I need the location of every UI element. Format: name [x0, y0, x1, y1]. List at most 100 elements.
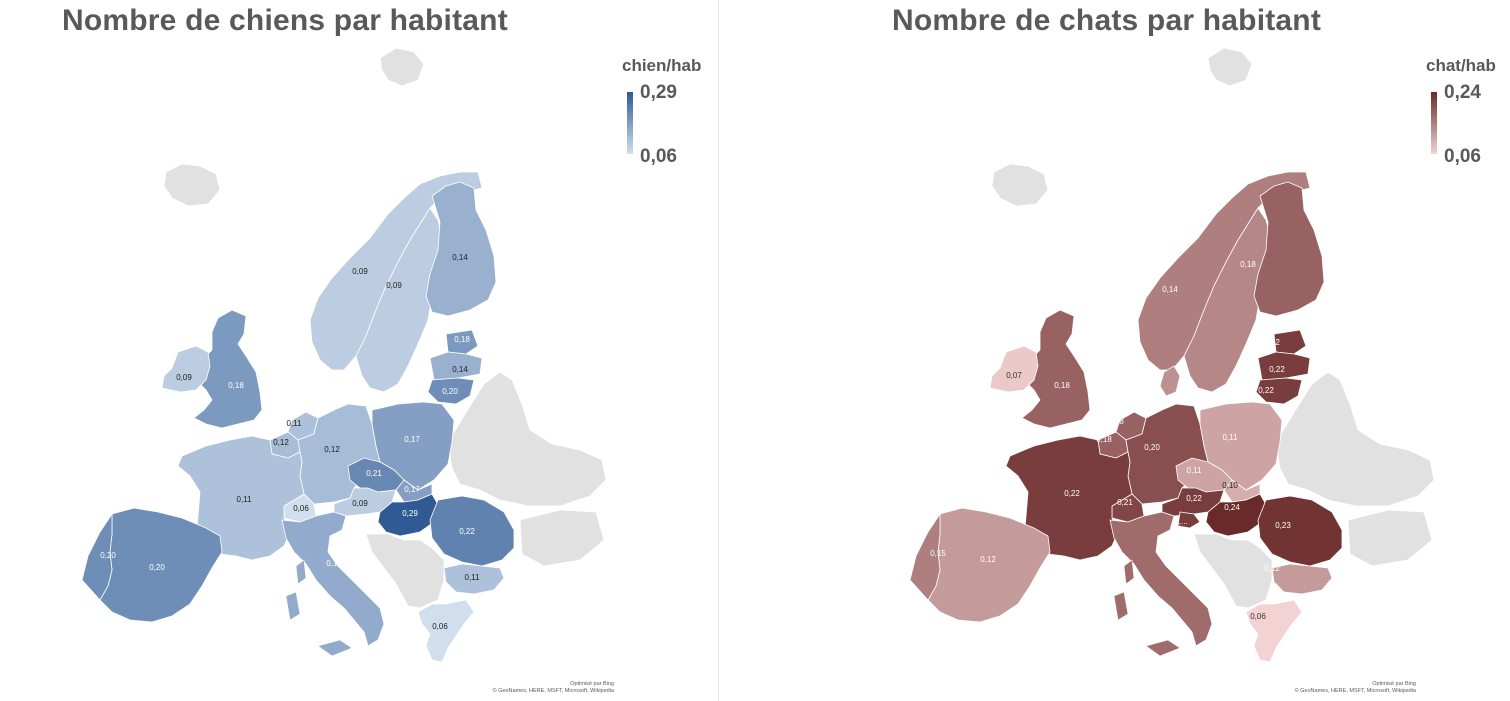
region-romania[interactable]: [429, 495, 515, 567]
region-label-uk: 0,18: [228, 381, 244, 390]
region-label-poland: 0,11: [1223, 433, 1239, 442]
region-label-france: 0,22: [1064, 489, 1080, 498]
dogs-legend-gradient: [627, 92, 633, 154]
region-label-slovenia: 0,...: [1174, 517, 1187, 526]
region-label-netherlands: 0,11: [287, 419, 303, 428]
region-denmark[interactable]: [1159, 365, 1181, 397]
region-finland[interactable]: [1253, 181, 1325, 317]
region-label-ireland: 0,09: [176, 373, 192, 382]
region-label-sweden: 0,14: [1162, 285, 1178, 294]
region-poland[interactable]: [1199, 401, 1283, 491]
island-italy: [1123, 559, 1135, 585]
dogs-map: 0,18 0,09 0,09 0,09 0,14 0,18 0,14 0,20 0,11 0,12…: [81, 47, 607, 663]
region-label-italy: 0,15: [326, 559, 342, 568]
no-data-region: [1275, 371, 1435, 507]
no-data-region: [1207, 47, 1253, 87]
no-data-region: [1347, 509, 1433, 567]
region-label-latvia: 0,14: [452, 365, 468, 374]
region-label-uk: 0,18: [1054, 381, 1070, 390]
map-dogs-layer: 0,18 0,09 0,09 0,09 0,14 0,18 0,14 0,20 0,11 0,12…: [81, 47, 607, 663]
region-label-bulgaria: 0,12: [1264, 564, 1280, 573]
region-label-greece: 0,06: [1250, 612, 1266, 621]
region-portugal[interactable]: [909, 512, 941, 601]
region-label-czechia: 0,11: [1187, 466, 1203, 475]
region-label-germany: 0,20: [1144, 443, 1160, 452]
region-bulgaria[interactable]: [443, 563, 505, 595]
cats-map-attribution: Optimisé par Bing © GeoNames, HERE, MSFT…: [1282, 681, 1416, 695]
no-data-region: [365, 533, 445, 609]
panel-divider: [718, 0, 719, 701]
region-ireland[interactable]: [161, 345, 211, 393]
region-label-hungary: 0,29: [402, 509, 418, 518]
dogs-legend-max: 0,29: [640, 82, 677, 103]
region-label-belgium: 0,12: [273, 438, 289, 447]
region-label-slovakia: 0,10: [1222, 481, 1238, 490]
dogs-map-panel: 0,18 0,09 0,09 0,09 0,14 0,18 0,14 0,20 0,11 0,12…: [0, 0, 718, 701]
region-greece[interactable]: [417, 599, 475, 663]
region-italy[interactable]: [1109, 511, 1213, 647]
region-label-finland: 0,18: [1240, 260, 1256, 269]
island-italy: [285, 591, 301, 621]
region-lithuania[interactable]: [427, 377, 475, 405]
region-label-belgium: 0,18: [1096, 435, 1112, 444]
cats-legend-min: 0,06: [1444, 146, 1481, 167]
island-italy: [295, 559, 307, 585]
cats-legend: chat/hab 0,24 0,06: [1426, 56, 1496, 167]
no-data-region: [991, 163, 1049, 207]
region-label-poland: 0,17: [404, 435, 420, 444]
region-label-lithuania: 0,20: [442, 387, 458, 396]
region-label-france: 0,11: [237, 495, 253, 504]
region-slovenia[interactable]: [1177, 511, 1201, 529]
region-estonia[interactable]: [1273, 329, 1307, 355]
region-label-austria: 0,09: [352, 499, 368, 508]
region-label-bulgaria: 0,11: [465, 573, 481, 582]
region-label-romania: 0,23: [1275, 521, 1291, 530]
region-label-estonia: 0,22: [1264, 338, 1280, 347]
region-label-lithuania: 0,22: [1258, 386, 1274, 395]
no-data-region: [379, 47, 425, 87]
region-label-norway: 0,15: [1144, 273, 1160, 282]
island-italy: [1113, 591, 1129, 621]
cats-legend-title: chat/hab: [1426, 56, 1496, 75]
region-label-romania: 0,22: [459, 527, 475, 536]
region-italy[interactable]: [281, 511, 385, 647]
region-label-slovakia: 0,17: [404, 485, 420, 494]
cats-map-title: Nombre de chats par habitant: [892, 4, 1322, 37]
region-romania[interactable]: [1257, 495, 1343, 567]
region-finland[interactable]: [425, 181, 497, 317]
region-label-latvia: 0,22: [1269, 365, 1285, 374]
region-label-sweden: 0,09: [386, 281, 402, 290]
dogs-attribution-bing: Optimisé par Bing: [570, 681, 614, 687]
no-data-region: [163, 163, 221, 207]
region-greece[interactable]: [1245, 599, 1303, 663]
region-bulgaria[interactable]: [1271, 563, 1333, 595]
no-data-region: [447, 371, 607, 507]
region-estonia[interactable]: [445, 329, 479, 355]
dogs-legend-min: 0,06: [640, 146, 677, 167]
region-label-hungary: 0,24: [1224, 503, 1240, 512]
region-label-norway: 0,09: [352, 267, 368, 276]
region-label-austria: 0,22: [1186, 494, 1202, 503]
island-italy: [1145, 639, 1181, 657]
region-lithuania[interactable]: [1255, 377, 1303, 405]
region-label-netherlands: 0,18: [1108, 417, 1124, 426]
cats-map-panel: 0,18 0,07 0,15 0,14 0,18 0,... 0,22 0,22 0,22 0,1…: [720, 0, 1496, 701]
region-label-ireland: 0,07: [1006, 371, 1022, 380]
region-label-finland: 0,14: [452, 253, 468, 262]
region-label-spain: 0,12: [980, 555, 996, 564]
region-label-czechia: 0,21: [366, 469, 382, 478]
dogs-legend: chien/hab 0,29 0,06: [622, 56, 701, 167]
region-label-switzerland: 0,21: [1117, 498, 1133, 507]
region-ireland[interactable]: [989, 345, 1039, 393]
region-label-denmark: 0,...: [1145, 367, 1158, 376]
region-portugal[interactable]: [81, 512, 113, 601]
no-data-region: [1193, 533, 1273, 609]
region-poland[interactable]: [371, 401, 455, 491]
dogs-map-attribution: Optimisé par Bing © GeoNames, HERE, MSFT…: [480, 681, 614, 695]
region-label-germany: 0,12: [324, 445, 340, 454]
region-label-greece: 0,06: [432, 622, 448, 631]
region-label-spain: 0,20: [149, 563, 165, 572]
region-label-italy: 0,17: [1162, 549, 1178, 558]
dogs-map-title: Nombre de chiens par habitant: [62, 4, 508, 37]
region-label-portugal: 0,20: [100, 551, 116, 560]
